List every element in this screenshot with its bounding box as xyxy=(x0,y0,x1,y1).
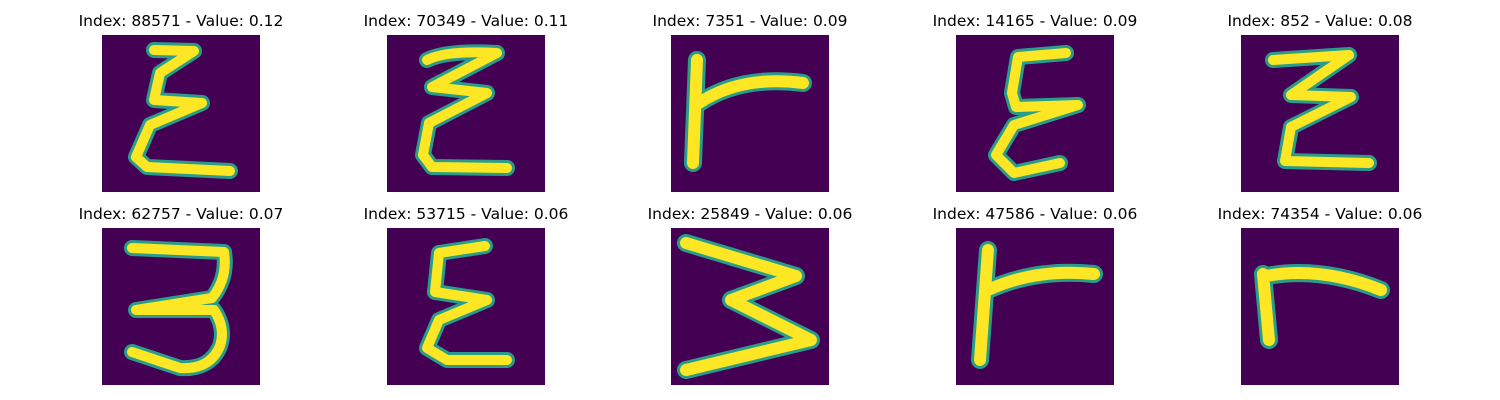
panel-title: Index: 53715 - Value: 0.06 xyxy=(363,205,569,223)
panel-title: Index: 25849 - Value: 0.06 xyxy=(647,205,853,223)
panel-title: Index: 88571 - Value: 0.12 xyxy=(78,12,284,30)
r-letter-icon xyxy=(671,35,829,192)
w-letter-icon xyxy=(671,228,829,385)
epsilon-letter-icon xyxy=(387,228,545,385)
panel-title: Index: 70349 - Value: 0.11 xyxy=(363,12,569,30)
epsilon-letter-icon xyxy=(387,35,545,192)
r-letter-icon xyxy=(956,228,1114,385)
panel-title: Index: 14165 - Value: 0.09 xyxy=(932,12,1138,30)
epsilon-letter-icon xyxy=(102,35,260,192)
panel-title: Index: 852 - Value: 0.08 xyxy=(1227,12,1413,30)
three-letter-icon xyxy=(102,228,260,385)
panel-title: Index: 62757 - Value: 0.07 xyxy=(78,205,284,223)
epsilon-letter-icon xyxy=(956,35,1114,192)
panel-title: Index: 7351 - Value: 0.09 xyxy=(652,12,848,30)
panel-title: Index: 47586 - Value: 0.06 xyxy=(932,205,1138,223)
z-letter-icon xyxy=(1241,35,1399,192)
r-letter-icon xyxy=(1241,228,1399,385)
panel-title: Index: 74354 - Value: 0.06 xyxy=(1217,205,1423,223)
